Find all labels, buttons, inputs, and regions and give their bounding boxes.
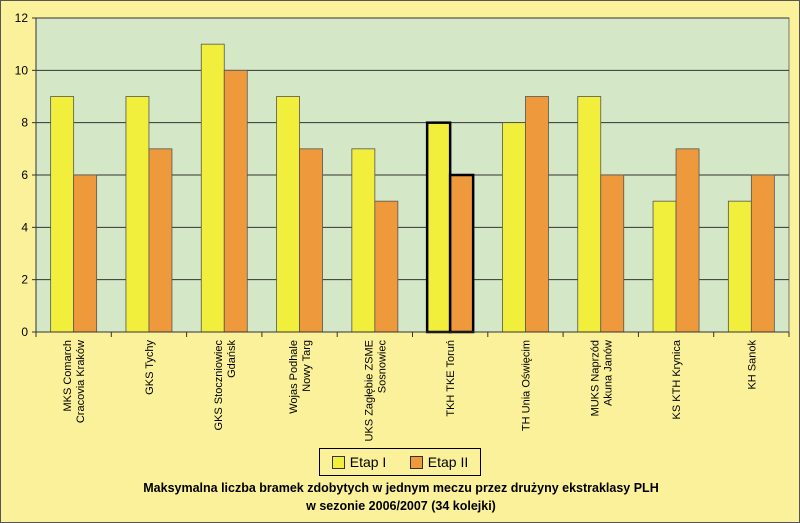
x-tick-label: Nowy Targ <box>301 340 313 392</box>
legend-item-etap-1: Etap I <box>331 454 387 470</box>
y-tick-label: 2 <box>21 273 28 287</box>
bar-etap-1 <box>351 148 376 333</box>
bar-etap-2 <box>374 200 399 333</box>
legend-swatch <box>331 455 345 469</box>
bar-etap-1 <box>200 43 225 333</box>
y-tick-label: 6 <box>21 168 28 182</box>
x-tick-label: GKS Stoczniowiec <box>213 340 225 431</box>
bar-etap-1 <box>727 200 752 333</box>
legend-item-etap-2: Etap II <box>409 454 469 470</box>
bar-etap-1 <box>577 96 602 333</box>
title-line-2: w sezonie 2006/2007 (34 kolejki) <box>306 499 496 513</box>
x-tick-label: GKS Tychy <box>144 340 156 395</box>
bar-etap-2 <box>448 173 475 334</box>
bar-etap-2 <box>148 148 173 333</box>
x-tick-label: Wojas Podhale <box>288 340 300 414</box>
x-tick-label: TKH TKE Toruń <box>445 340 457 417</box>
x-tick-label: Sosnowiec <box>376 340 388 394</box>
y-tick-label: 12 <box>15 11 29 25</box>
x-tick-label: KS KTH Krynica <box>671 339 683 419</box>
legend-label: Etap I <box>349 454 387 470</box>
x-tick-label: UKS Zagłębie ZSME <box>363 340 375 441</box>
x-tick-label: MUKS Naprzód <box>589 340 601 416</box>
bar-etap-2 <box>73 174 98 333</box>
x-tick-label: Cracovia Kraków <box>75 340 87 423</box>
y-tick-label: 10 <box>15 63 29 77</box>
title-line-1: Maksymalna liczba bramek zdobytych w jed… <box>143 481 659 495</box>
y-tick-label: 8 <box>21 116 28 130</box>
bar-etap-1 <box>50 96 75 333</box>
x-tick-label: MKS Comarch <box>62 340 74 412</box>
bar-etap-2 <box>750 174 775 333</box>
bar-etap-1 <box>652 200 677 333</box>
y-tick-label: 0 <box>21 325 28 339</box>
legend-swatch <box>409 455 423 469</box>
bar-etap-2 <box>525 96 549 333</box>
x-tick-label: Gdańsk <box>226 340 238 378</box>
x-tick-label: KH Sanok <box>746 340 758 390</box>
legend-label: Etap II <box>427 454 469 470</box>
bar-etap-2 <box>223 69 248 333</box>
bar-etap-2 <box>600 174 625 333</box>
bar-etap-2 <box>299 148 323 333</box>
bar-etap-2 <box>675 148 700 333</box>
x-tick-label: Akuna Janów <box>602 340 614 406</box>
x-tick-label: TH Unia Oświęcim <box>520 340 532 431</box>
bar-etap-1 <box>502 122 526 333</box>
bar-etap-1 <box>125 96 150 333</box>
chart-title: Maksymalna liczba bramek zdobytych w jed… <box>1 479 799 515</box>
bar-etap-1 <box>276 96 300 333</box>
y-tick-label: 4 <box>21 220 28 234</box>
bar-etap-1 <box>425 121 452 334</box>
legend: Etap I Etap II <box>319 448 481 476</box>
